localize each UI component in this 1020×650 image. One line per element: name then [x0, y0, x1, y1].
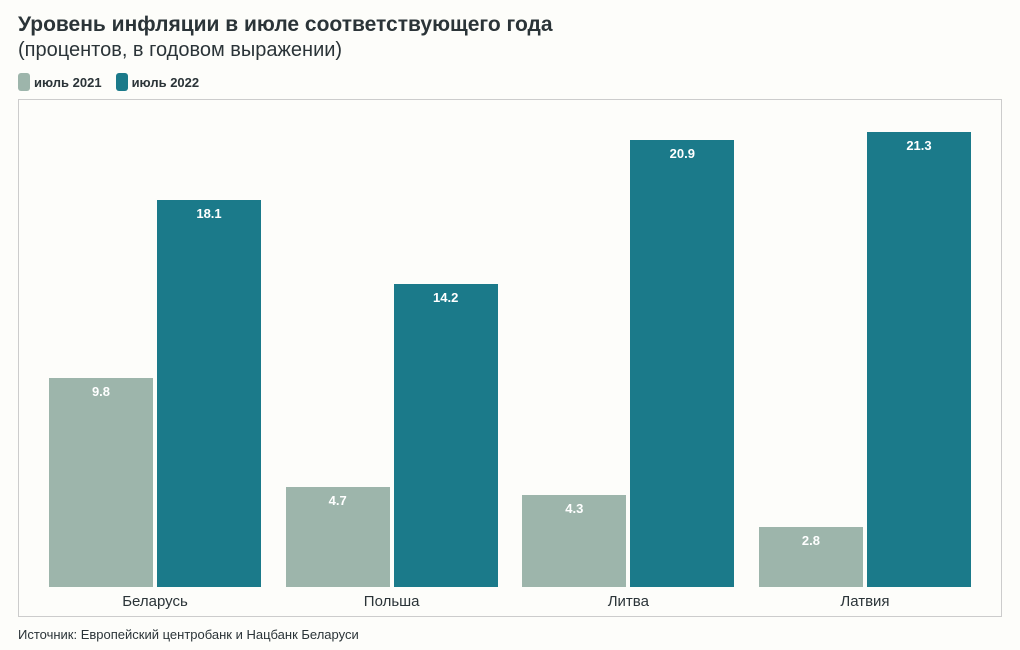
category-label: Латвия	[759, 593, 971, 610]
bar-value-label: 4.7	[286, 493, 390, 508]
bar-s1-c3: 21.3	[867, 132, 971, 587]
bar-s0-c1: 4.7	[286, 487, 390, 587]
category-label: Польша	[286, 593, 498, 610]
bars-row: 9.8 18.1 4.7 14.2 4.3 20.9	[49, 130, 971, 587]
legend-label: июль 2021	[34, 75, 102, 90]
category-label: Беларусь	[49, 593, 261, 610]
source-footnote: Источник: Европейский центробанк и Нацба…	[18, 627, 1002, 642]
bar-s1-c0: 18.1	[157, 200, 261, 587]
legend-item: июль 2022	[116, 73, 200, 91]
bar-s0-c3: 2.8	[759, 527, 863, 587]
category-axis: Беларусь Польша Литва Латвия	[49, 593, 971, 610]
bar-value-label: 18.1	[157, 206, 261, 221]
bar-s0-c0: 9.8	[49, 378, 153, 587]
chart-title: Уровень инфляции в июле соответствующего…	[18, 12, 1002, 38]
bar-value-label: 9.8	[49, 384, 153, 399]
bar-s1-c2: 20.9	[630, 140, 734, 587]
legend: июль 2021 июль 2022	[18, 73, 1002, 91]
bar-group: 4.7 14.2	[286, 284, 498, 587]
legend-item: июль 2021	[18, 73, 102, 91]
bar-s1-c1: 14.2	[394, 284, 498, 587]
bar-value-label: 20.9	[630, 146, 734, 161]
category-label: Литва	[522, 593, 734, 610]
bar-value-label: 2.8	[759, 533, 863, 548]
bar-value-label: 21.3	[867, 138, 971, 153]
legend-swatch-1	[116, 73, 128, 91]
bar-group: 4.3 20.9	[522, 140, 734, 587]
chart-subtitle: (процентов, в годовом выражении)	[18, 38, 1002, 63]
bar-group: 9.8 18.1	[49, 200, 261, 587]
bar-s0-c2: 4.3	[522, 495, 626, 587]
bar-group: 2.8 21.3	[759, 132, 971, 587]
bar-value-label: 14.2	[394, 290, 498, 305]
bar-value-label: 4.3	[522, 501, 626, 516]
plot-area: 9.8 18.1 4.7 14.2 4.3 20.9	[18, 99, 1002, 617]
legend-label: июль 2022	[132, 75, 200, 90]
legend-swatch-0	[18, 73, 30, 91]
